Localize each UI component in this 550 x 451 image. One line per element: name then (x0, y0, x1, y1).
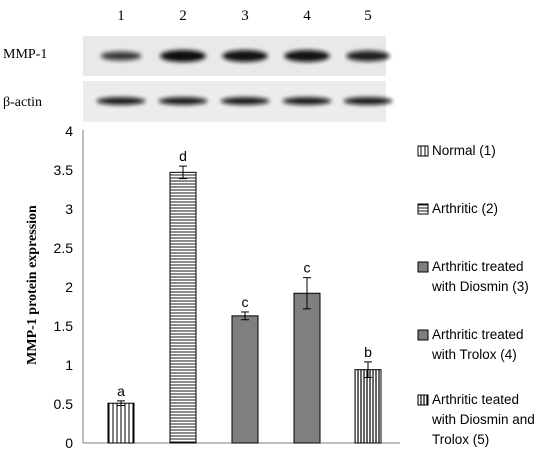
blot-band (160, 50, 206, 62)
y-tick-label: 4 (65, 123, 73, 139)
y-tick-label: 1.5 (54, 318, 74, 334)
blot-bands-beta-actin (96, 97, 393, 105)
bar (231, 315, 259, 444)
error-bar (179, 165, 187, 180)
y-tick-label: 2.5 (54, 240, 74, 256)
significance-letter: b (364, 344, 372, 360)
y-tick-label: 3 (65, 201, 73, 217)
lane-number: 3 (241, 8, 249, 24)
y-tick-label: 0.5 (54, 396, 74, 412)
legend-item: Arthritic (2) (417, 201, 498, 216)
blot-band (284, 50, 330, 62)
blot-band (158, 97, 208, 105)
blot-bands-mmp1 (100, 50, 390, 62)
y-axis-ticks: 0 0.5 1 1.5 2 2.5 3 3.5 4 (54, 123, 74, 451)
lane-numbers: 1 2 3 4 5 (117, 8, 372, 24)
blot-band (222, 50, 268, 62)
blot-band (346, 50, 390, 62)
legend-label: Arthritic (2) (432, 201, 498, 216)
legend-label: Trolox (5) (432, 432, 489, 447)
legend-label: with Diosmin (3) (431, 279, 529, 294)
legend-item: Arthritic treated with Trolox (4) (417, 327, 524, 362)
bar (354, 369, 382, 444)
blot-band (220, 97, 270, 105)
legend-label: Arthritic teated (432, 392, 519, 407)
blot-band (96, 97, 146, 105)
legend-swatch (417, 261, 429, 273)
significance-letter: c (242, 294, 249, 310)
error-bar (117, 400, 125, 407)
y-tick-label: 2 (65, 279, 73, 295)
bars: a d c c b (107, 148, 382, 444)
significance-letter: c (304, 260, 311, 276)
legend-item: Arthritic teated with Diosmin and Trolox (… (417, 392, 535, 447)
legend-label: Normal (1) (432, 143, 496, 158)
error-bar (241, 311, 249, 321)
legend: Normal (1) Arthritic (2) Arthritic treated… (417, 143, 535, 447)
western-blot: 1 2 3 4 5 MMP-1 β-actin (3, 8, 393, 122)
blot-label-mmp1: MMP-1 (3, 47, 47, 62)
lane-number: 5 (364, 8, 372, 24)
blot-band (282, 97, 332, 105)
blot-band (343, 97, 393, 105)
legend-swatch (417, 145, 429, 157)
bar (169, 171, 197, 444)
bar-chart: MMP-1 protein expression 0 0.5 1 1.5 2 2.5 3 3.… (25, 123, 535, 451)
bar (107, 402, 135, 444)
error-bar (303, 277, 311, 310)
bar (293, 292, 321, 444)
legend-label: Arthritic treated (432, 327, 524, 342)
legend-label: with Diosmin and (431, 412, 535, 427)
significance-letter: a (117, 383, 125, 399)
legend-label: with Trolox (4) (431, 347, 517, 362)
lane-number: 1 (117, 8, 125, 24)
legend-item: Normal (1) (417, 143, 496, 158)
legend-swatch (417, 329, 429, 341)
legend-label: Arthritic treated (432, 259, 524, 274)
lane-number: 4 (303, 8, 311, 24)
y-tick-label: 1 (65, 357, 73, 373)
blot-label-beta-actin: β-actin (3, 95, 42, 110)
blot-band (100, 51, 142, 61)
legend-item: Arthritic treated with Diosmin (3) (417, 259, 529, 294)
y-tick-label: 3.5 (54, 162, 74, 178)
y-tick-label: 0 (65, 435, 73, 451)
lane-number: 2 (179, 8, 187, 24)
legend-swatch (417, 203, 429, 215)
significance-letter: d (179, 148, 187, 164)
error-bar (364, 361, 372, 378)
legend-swatch (417, 394, 429, 406)
y-axis-label: MMP-1 protein expression (25, 205, 40, 365)
